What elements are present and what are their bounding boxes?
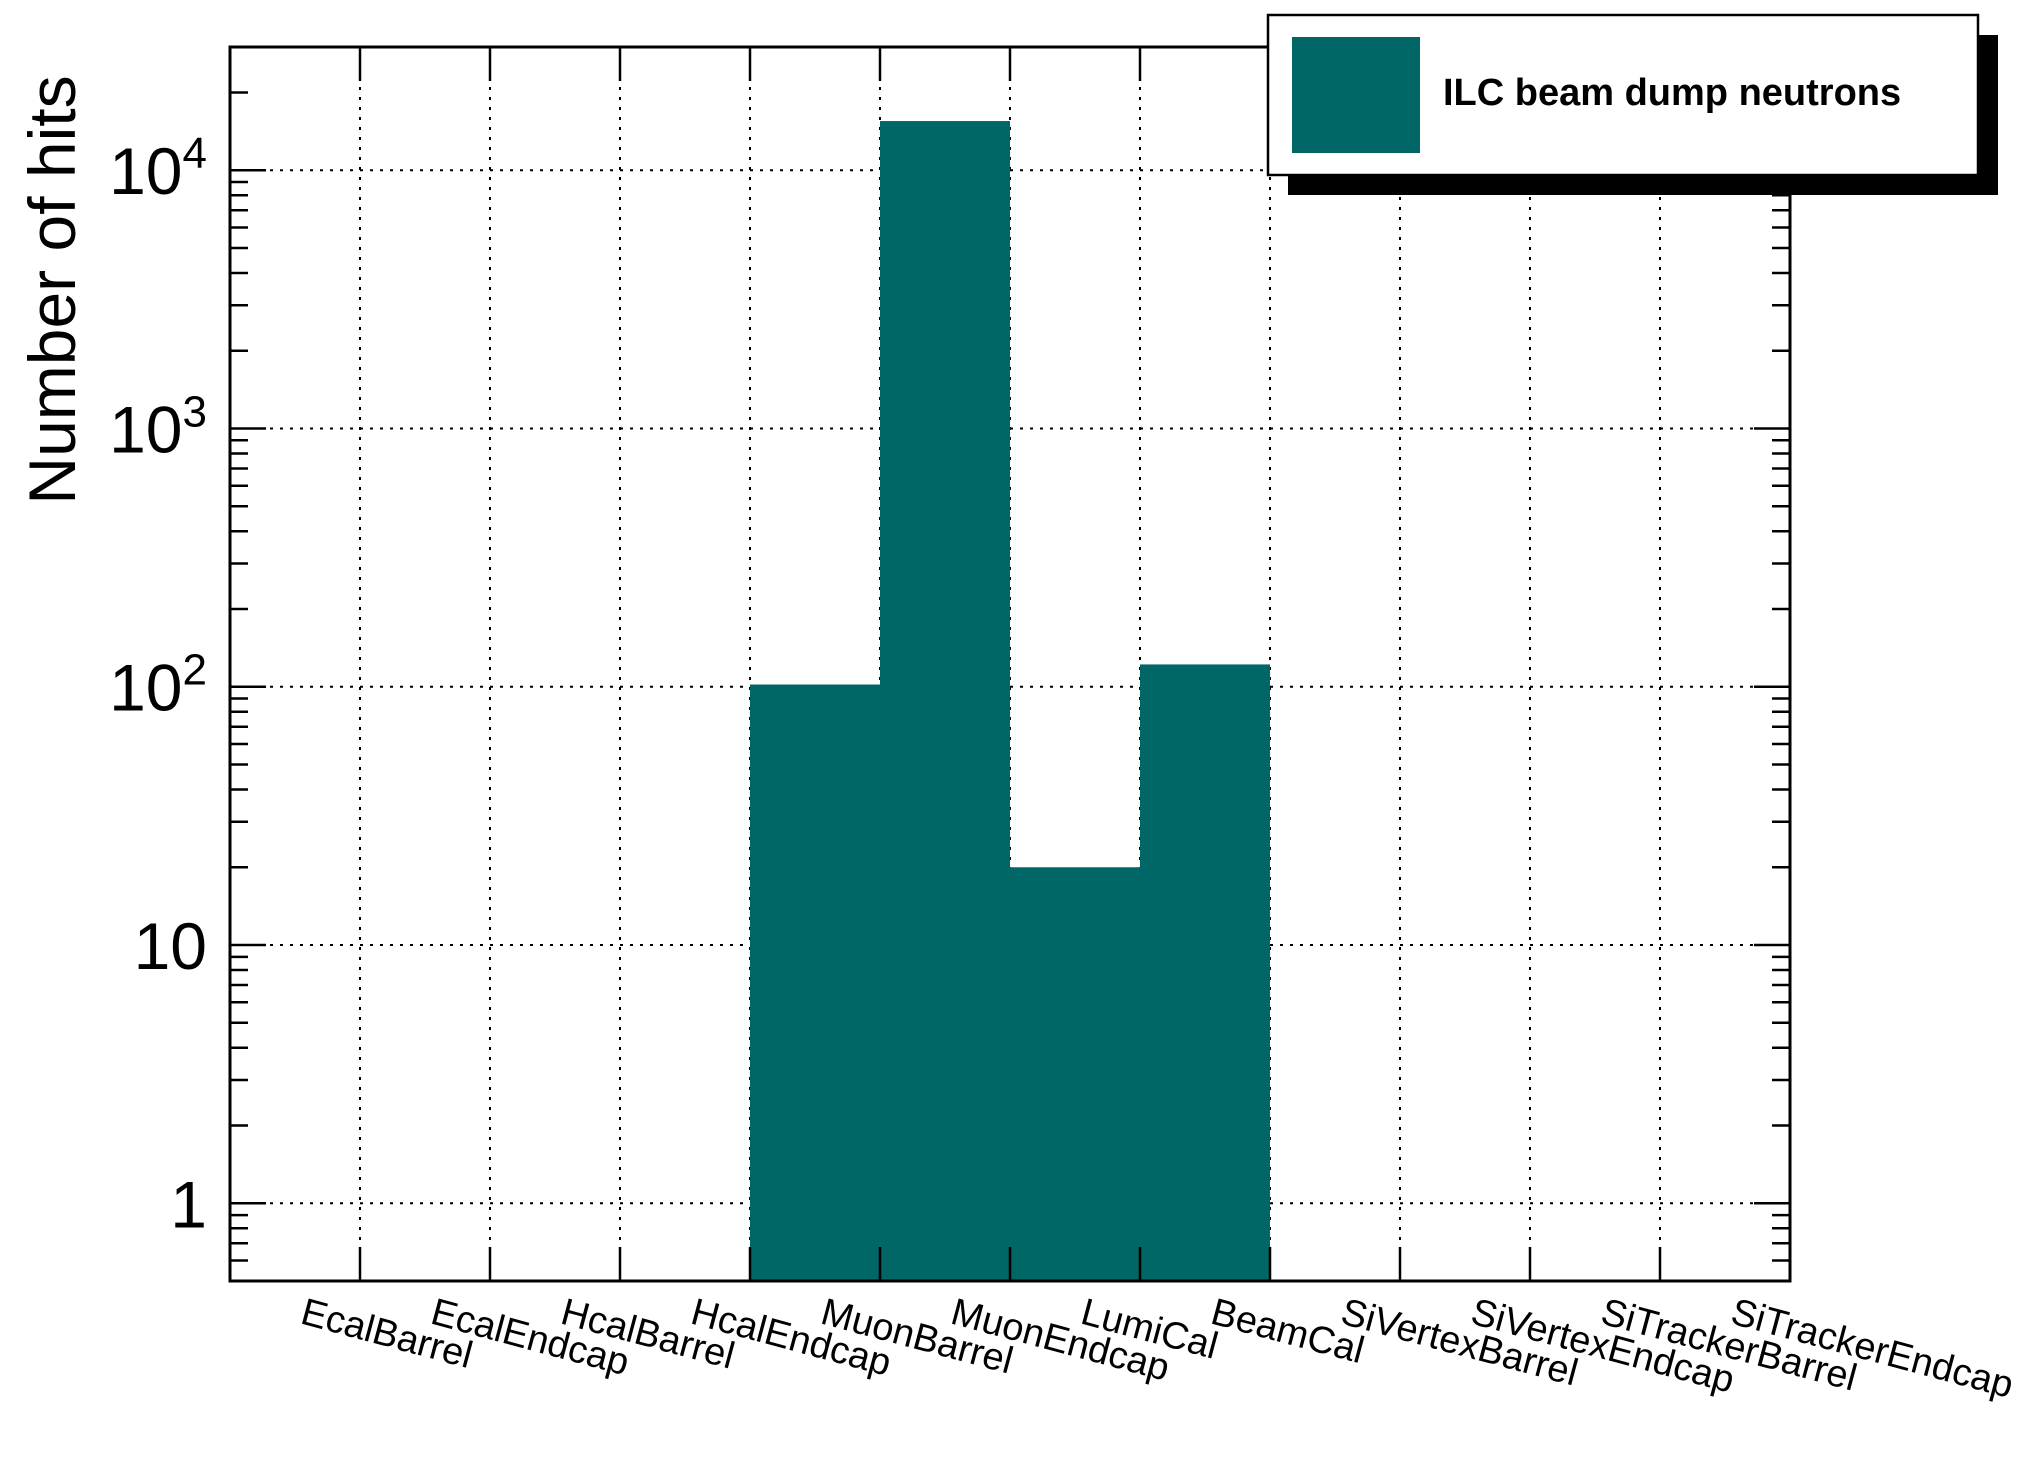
y-tick-label: 104 <box>109 129 207 208</box>
y-tick-label: 10 <box>134 909 207 983</box>
bar-BeamCal <box>1140 664 1270 1281</box>
legend-entry-label: ILC beam dump neutrons <box>1443 72 1901 114</box>
y-tick-label: 103 <box>109 387 207 466</box>
bar-MuonBarrel <box>750 684 880 1281</box>
y-axis-label: Number of hits <box>15 75 89 504</box>
y-tick-label: 1 <box>170 1167 207 1241</box>
bar-LumiCal <box>1010 867 1140 1281</box>
y-tick-label: 102 <box>109 646 207 725</box>
bars-layer <box>750 121 1270 1282</box>
legend-swatch <box>1292 37 1420 153</box>
bar-MuonEndcap <box>880 121 1010 1282</box>
legend: ILC beam dump neutrons <box>1266 13 1998 195</box>
axes-layer <box>228 45 1792 1283</box>
